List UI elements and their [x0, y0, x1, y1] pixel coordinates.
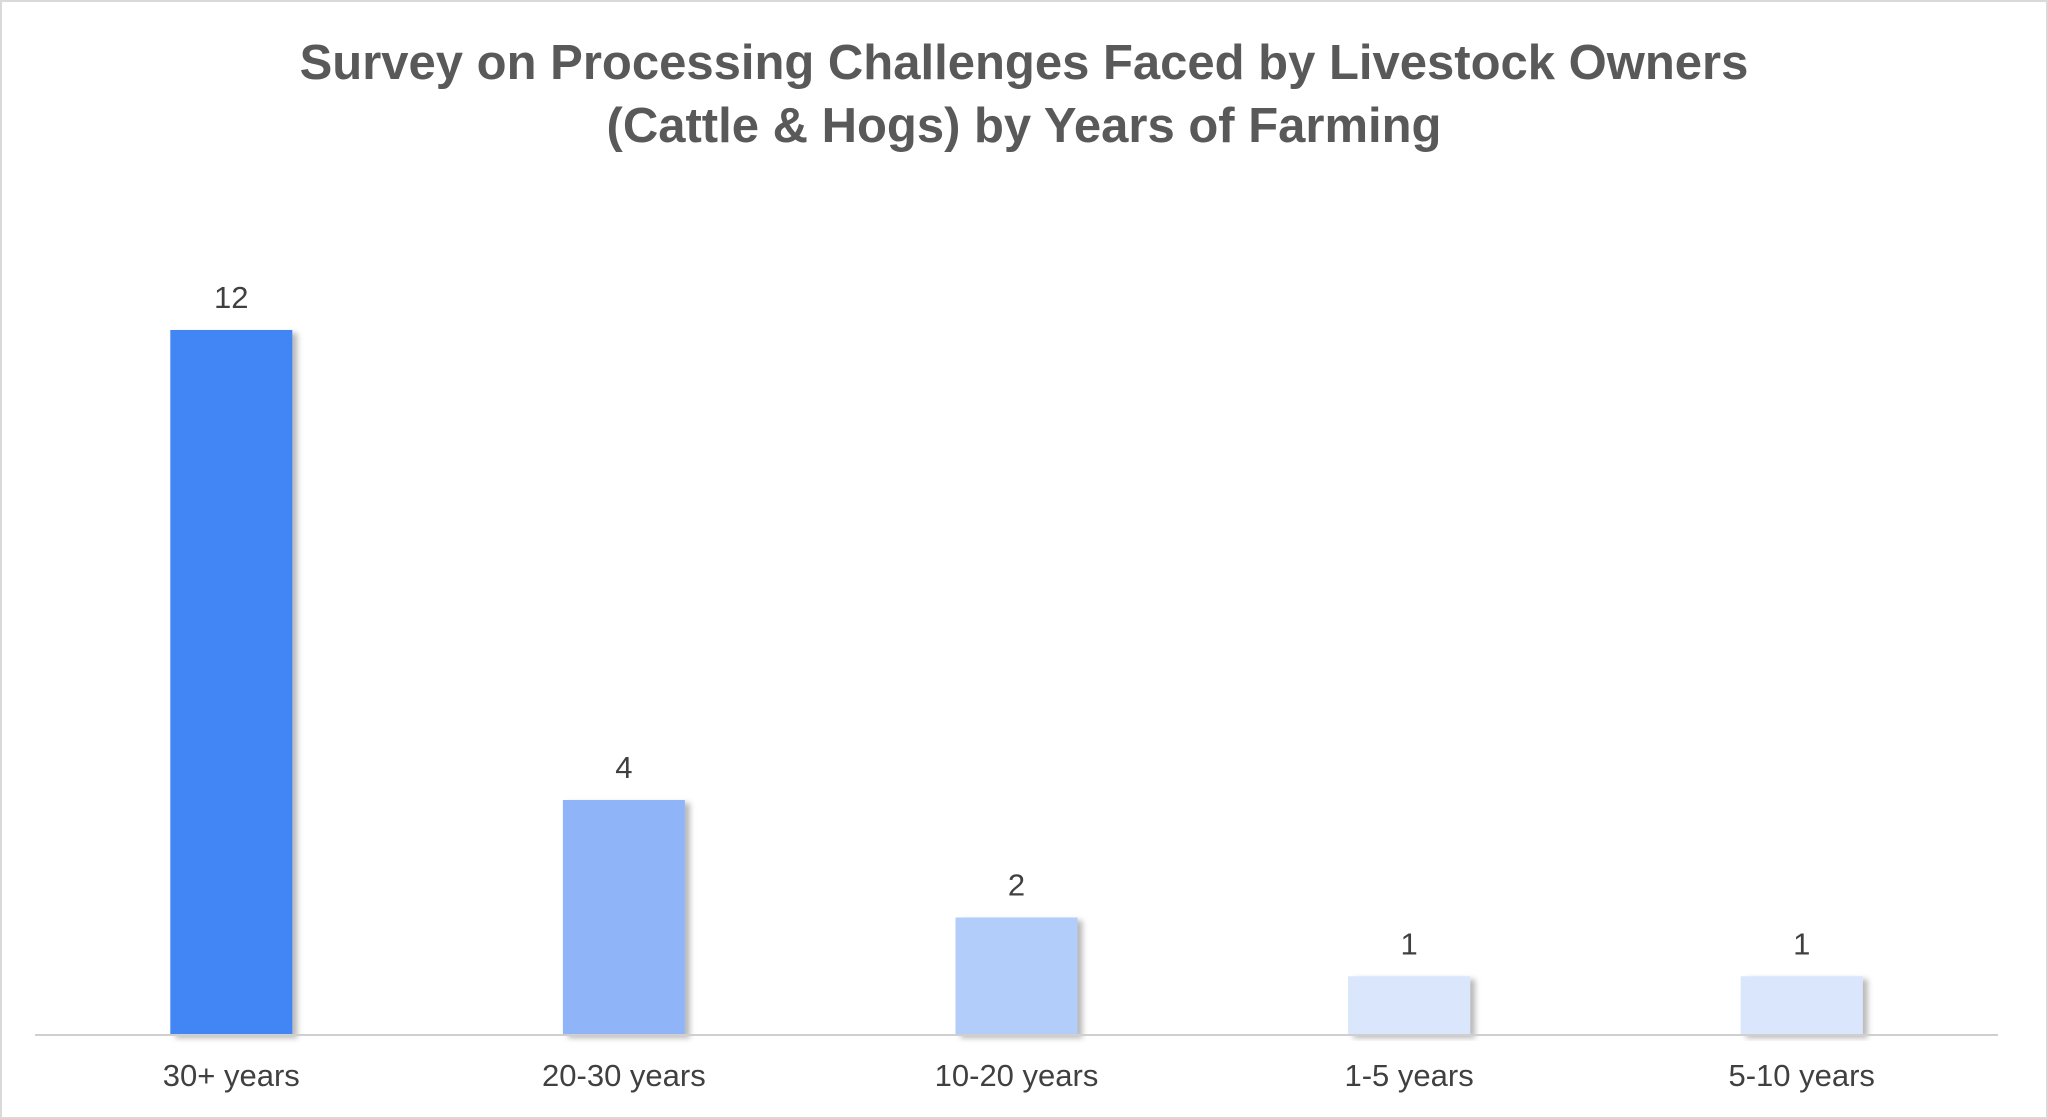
bar-4: [1740, 976, 1863, 1035]
chart-title-line-1: Survey on Processing Challenges Faced by…: [299, 36, 1749, 90]
bar-2: [955, 917, 1078, 1035]
bars-group: [170, 330, 1863, 1035]
chart-title: Survey on Processing Challenges Faced by…: [2, 32, 2046, 158]
data-label-4: 1: [1793, 926, 1810, 961]
x-tick-label-3: 1-5 years: [1344, 1058, 1473, 1093]
x-tick-label-2: 10-20 years: [935, 1058, 1099, 1093]
x-tick-label-1: 20-30 years: [542, 1058, 706, 1093]
data-labels-group: 12 4 2 1 1: [214, 280, 1810, 961]
bar-0: [170, 330, 293, 1035]
data-label-3: 1: [1400, 926, 1417, 961]
data-label-0: 12: [214, 280, 248, 315]
data-label-1: 4: [615, 750, 632, 785]
x-tick-label-4: 5-10 years: [1728, 1058, 1874, 1093]
x-axis-tick-labels: 30+ years 20-30 years 10-20 years 1-5 years…: [163, 1058, 1875, 1093]
x-tick-label-0: 30+ years: [163, 1058, 300, 1093]
bar-3: [1348, 976, 1471, 1035]
bar-1: [562, 800, 685, 1035]
chart-title-line-2: (Cattle & Hogs) by Years of Farming: [606, 99, 1442, 153]
data-label-2: 2: [1008, 868, 1025, 903]
